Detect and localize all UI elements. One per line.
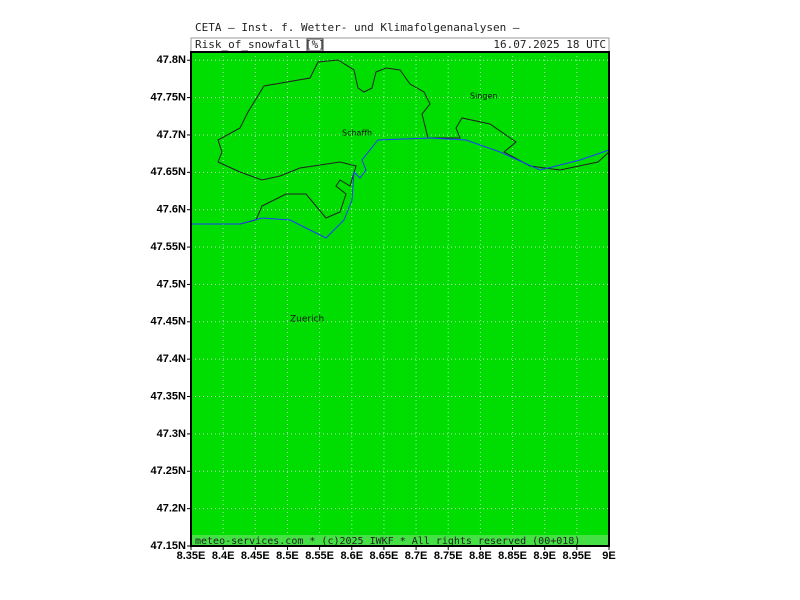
- x-tick-label: 8.7E: [405, 550, 428, 562]
- y-tick-label: 47.8N: [157, 54, 186, 66]
- y-tick-label: 47.55N: [151, 241, 187, 253]
- x-tick-label: 8.4E: [212, 550, 235, 562]
- footer-bar: [191, 535, 609, 546]
- y-tick-label: 47.45N: [151, 316, 187, 328]
- axis-ticks: 8.35E 8.4E 8.45E 8.5E 8.55E 8.6E 8.65E 8.7E 8.75…: [151, 54, 616, 562]
- y-tick-label: 47.5N: [157, 278, 186, 290]
- valid-time: 16.07.2025 18 UTC: [493, 38, 606, 51]
- y-tick-label: 47.35N: [151, 390, 187, 402]
- y-tick-label: 47.25N: [151, 465, 187, 477]
- x-tick-label: 8.8E: [469, 550, 492, 562]
- border-south: [191, 161, 357, 225]
- y-tick-label: 47.6N: [157, 204, 186, 216]
- place-label: Schaffh: [342, 129, 372, 138]
- river: [191, 137, 610, 239]
- border-north: [217, 59, 610, 171]
- x-tick-label: 8.75E: [434, 550, 463, 562]
- x-tick-label: 8.45E: [241, 550, 270, 562]
- x-tick-label: 8.55E: [305, 550, 334, 562]
- boundaries: [191, 59, 610, 239]
- place-label: Zuerich: [290, 315, 324, 325]
- y-tick-label: 47.4N: [157, 353, 186, 365]
- x-tick-label: 8.35E: [177, 550, 206, 562]
- x-tick-label: 8.5E: [276, 550, 299, 562]
- x-tick-label: 8.85E: [498, 550, 527, 562]
- unit: [%]: [305, 38, 325, 51]
- parameter: Risk_of_snowfall: [195, 38, 301, 51]
- place-label: Singen: [470, 92, 497, 101]
- map-frame: [190, 51, 610, 547]
- x-tick-label: 8.9E: [533, 550, 556, 562]
- x-tick-label: 8.6E: [340, 550, 363, 562]
- x-tick-label: 8.65E: [370, 550, 399, 562]
- footer: meteo-services.com * (c)2025 IWKF * All …: [195, 536, 580, 547]
- y-tick-label: 47.3N: [157, 428, 186, 440]
- y-tick-label: 47.7N: [157, 129, 186, 141]
- y-tick-label: 47.75N: [151, 91, 187, 103]
- x-tick-label: 9E: [602, 550, 615, 562]
- y-tick-label: 47.2N: [157, 503, 186, 515]
- x-tick-label: 8.95E: [562, 550, 591, 562]
- header-title: CETA — Inst. f. Wetter- und Klimafolgena…: [195, 21, 520, 34]
- y-tick-label: 47.15N: [151, 540, 187, 552]
- map-area: [191, 52, 609, 546]
- y-tick-label: 47.65N: [151, 166, 187, 178]
